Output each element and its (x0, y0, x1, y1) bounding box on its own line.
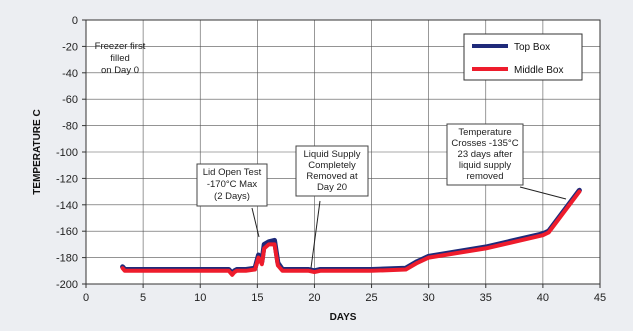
annotation-text: -170°C Max (207, 179, 258, 190)
annotation-text: Liquid Supply (303, 149, 360, 160)
y-tick-label: -120 (56, 173, 78, 185)
annotation-text: Crosses -135°C (451, 138, 518, 149)
annotation-pointer (251, 207, 260, 238)
x-tick-label: 5 (140, 292, 146, 304)
y-tick-label: -100 (56, 147, 78, 159)
annotation-text: Completely (308, 160, 356, 171)
y-tick-label: -160 (56, 226, 78, 238)
annotation-pointer (519, 186, 567, 200)
x-tick-label: 40 (537, 292, 549, 304)
legend-label-top-box: Top Box (514, 42, 550, 53)
y-tick-label: -80 (62, 121, 78, 133)
x-tick-label: 20 (308, 292, 320, 304)
y-tick-label: -60 (62, 94, 78, 106)
y-tick-label: -20 (62, 41, 78, 53)
y-tick-label: 0 (72, 15, 78, 27)
annotation-text: Day 20 (317, 182, 347, 193)
series-lines (120, 187, 582, 277)
axis-ticks: 0 5 10 15 20 25 30 35 40 45 0 -20 -40 -60 -80 -100 -120 -… (56, 15, 606, 304)
annotation-box (196, 163, 268, 207)
annotation-text: liquid supply (459, 160, 512, 171)
x-tick-label: 15 (251, 292, 263, 304)
legend: Top Box Middle Box (463, 33, 583, 81)
annotation-text: on Day 0 (101, 65, 139, 76)
y-tick-label: -200 (56, 279, 78, 291)
y-tick-label: -40 (62, 68, 78, 80)
x-tick-label: 45 (594, 292, 606, 304)
annotation-box (446, 123, 524, 186)
x-tick-label: 30 (423, 292, 435, 304)
x-tick-label: 25 (365, 292, 377, 304)
y-tick-label: -140 (56, 200, 78, 212)
series-line-middle-box (120, 189, 582, 277)
x-tick-label: 0 (83, 292, 89, 304)
legend-label-middle-box: Middle Box (514, 65, 563, 76)
annotation-text: Lid Open Test (203, 167, 262, 178)
x-tick-label: 10 (194, 292, 206, 304)
y-tick-label: -180 (56, 253, 78, 265)
x-axis-label: DAYS (330, 312, 357, 323)
annotation-text: Temperature (458, 127, 511, 138)
x-tick-label: 35 (480, 292, 492, 304)
legend-box (463, 33, 583, 81)
annotation-box (295, 145, 369, 197)
annotation-text: removed (467, 171, 504, 182)
y-axis-label: TEMPERATURE C (32, 109, 43, 194)
annotation-text: filled (110, 53, 130, 64)
annotation-text: Removed at (306, 171, 358, 182)
annotation-pointer (310, 200, 321, 269)
annotation-lid: Lid Open Test-170°C Max(2 Days) (196, 163, 268, 238)
annotation-text: 23 days after (458, 149, 513, 160)
annotation-text: (2 Days) (214, 191, 250, 202)
annotation-text: Freezer first (95, 41, 146, 52)
